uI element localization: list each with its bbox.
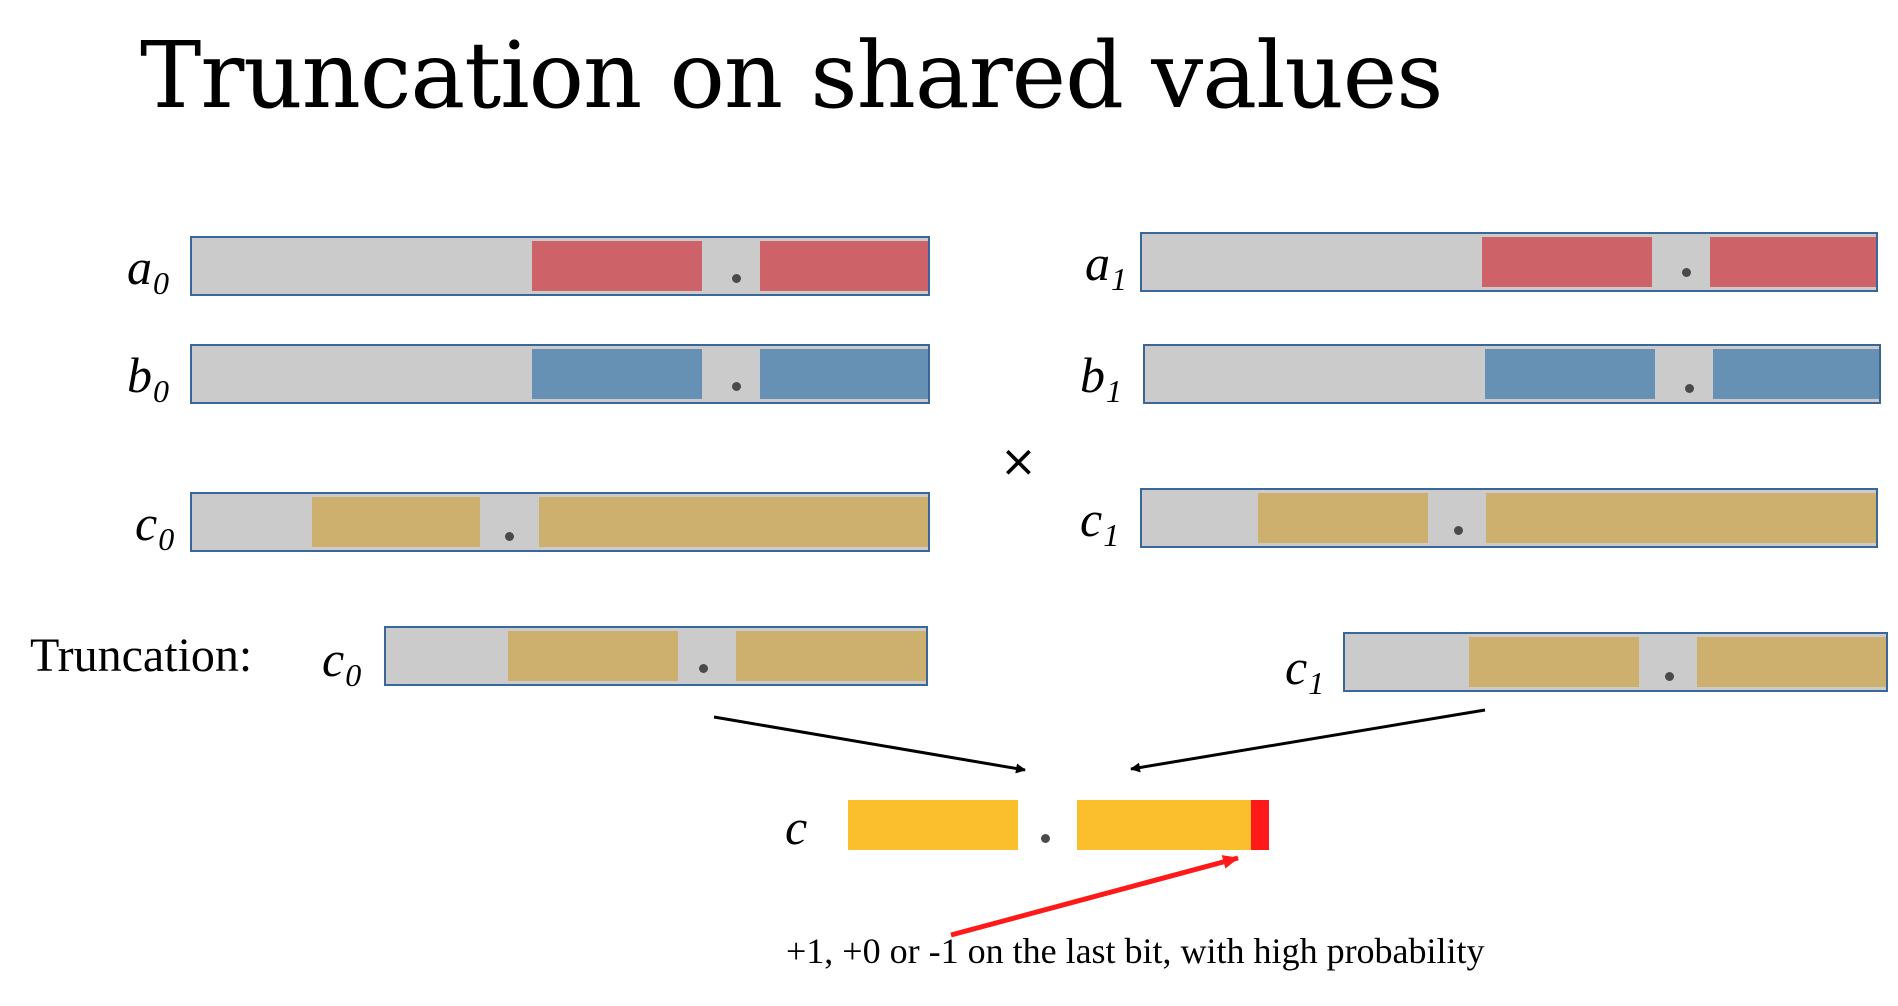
page-title: Truncation on shared values: [140, 22, 1443, 129]
a0-fraction-part: [760, 241, 928, 291]
truncated-c0-fraction-part: [736, 631, 926, 681]
b1-fraction-part: [1713, 349, 1879, 399]
bar-b0: [190, 344, 930, 404]
result-fraction-part: [1077, 800, 1252, 850]
arrow-from-truncated-c0: [713, 715, 1026, 774]
arrow-to-last-bit: [950, 855, 1239, 938]
truncated-c1-integer-part: [1469, 637, 1639, 687]
b0-decimal-point: [732, 382, 741, 391]
truncated-c1-decimal-point: [1665, 672, 1674, 681]
b0-integer-part: [532, 349, 702, 399]
result-decimal-point: [1041, 834, 1050, 843]
c0-integer-part: [312, 497, 480, 547]
b1-integer-part: [1485, 349, 1655, 399]
label-a0: a0: [127, 239, 169, 301]
b0-fraction-part: [760, 349, 928, 399]
truncated-c1-fraction-part: [1697, 637, 1886, 687]
label-a1: a1: [1085, 235, 1127, 297]
label-result-c: c: [785, 799, 808, 855]
a1-fraction-part: [1710, 237, 1876, 287]
a1-decimal-point: [1682, 268, 1691, 277]
bar-c0: [190, 492, 930, 552]
label-c0: c0: [135, 495, 175, 557]
label-truncated-c1: c1: [1285, 639, 1325, 701]
result-integer-part: [848, 800, 1018, 850]
truncated-c0-integer-part: [508, 631, 678, 681]
truncation-label: Truncation:: [30, 629, 253, 682]
bar-b1: [1143, 344, 1881, 404]
last-bit-note: +1, +0 or -1 on the last bit, with high …: [786, 931, 1485, 971]
label-b0: b0: [127, 347, 169, 409]
a1-integer-part: [1482, 237, 1652, 287]
a0-decimal-point: [732, 274, 741, 283]
c1-fraction-part: [1486, 493, 1876, 543]
label-c1: c1: [1080, 491, 1120, 553]
truncated-c0-decimal-point: [699, 664, 708, 673]
bar-truncated-c1: [1343, 632, 1888, 692]
c1-integer-part: [1258, 493, 1428, 543]
label-truncated-c0: c0: [322, 631, 362, 693]
result-last-bit: [1251, 800, 1269, 850]
bar-a1: [1140, 232, 1878, 292]
b1-decimal-point: [1685, 384, 1694, 393]
label-b1: b1: [1080, 347, 1122, 409]
a0-integer-part: [532, 241, 702, 291]
arrow-from-truncated-c1: [1130, 708, 1486, 773]
c0-fraction-part: [539, 497, 928, 547]
multiply-operator: ×: [1000, 436, 1037, 487]
c0-decimal-point: [505, 532, 514, 541]
bar-a0: [190, 236, 930, 296]
bar-c1: [1140, 488, 1878, 548]
bar-truncated-c0: [384, 626, 928, 686]
c1-decimal-point: [1454, 526, 1463, 535]
